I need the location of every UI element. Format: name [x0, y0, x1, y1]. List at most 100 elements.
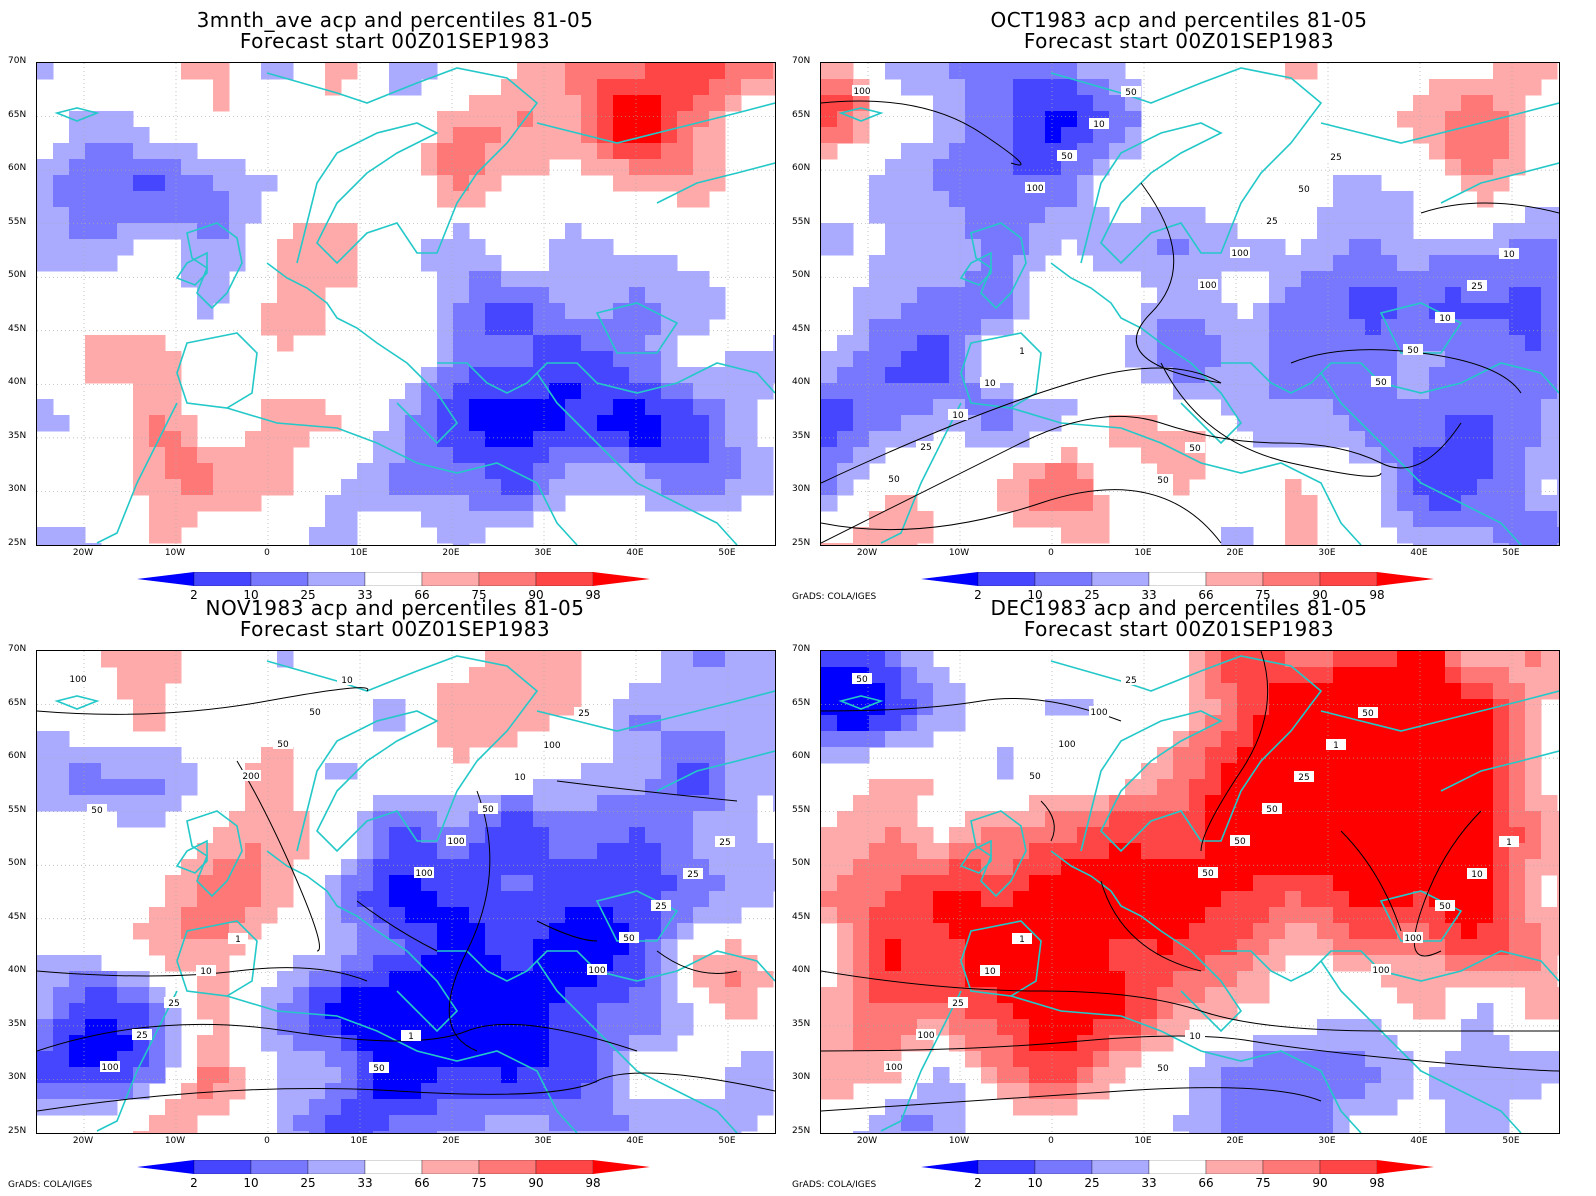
field-cell: [1349, 207, 1366, 224]
field-cell: [901, 651, 918, 668]
lon-tick-label: 20E: [1226, 548, 1244, 558]
field-cell: [837, 987, 854, 1004]
field-cell: [1013, 1003, 1030, 1020]
contour-label-bg: [916, 441, 936, 452]
field-cell: [1221, 1099, 1238, 1116]
field-cell: [165, 159, 182, 176]
field-cell: [149, 907, 166, 924]
field-cell: [1493, 543, 1510, 545]
field-cell: [1397, 699, 1414, 716]
coastline-path: [1379, 302, 1463, 354]
field-cell: [245, 827, 262, 844]
field-cell: [517, 1019, 534, 1036]
field-cell: [645, 367, 662, 384]
field-cell: [1493, 1131, 1510, 1133]
field-cell: [645, 827, 662, 844]
contour-label-bg: [948, 997, 968, 1008]
field-cell: [149, 923, 166, 940]
field-cell: [405, 907, 422, 924]
field-cell: [133, 795, 150, 812]
field-cell: [933, 159, 950, 176]
field-cell: [325, 955, 342, 972]
field-cell: [117, 111, 134, 128]
field-cell: [981, 431, 998, 448]
coastline-path: [970, 222, 1027, 310]
field-cell: [853, 463, 870, 480]
field-cell: [1413, 111, 1430, 128]
field-cell: [821, 731, 838, 748]
field-cell: [325, 511, 342, 528]
lat-tick-label: 40N: [792, 965, 811, 976]
field-cell: [165, 1019, 182, 1036]
field-cell: [1029, 255, 1046, 272]
contour-label-bg: [1185, 1030, 1205, 1041]
field-cell: [1541, 223, 1558, 240]
field-cell: [709, 79, 726, 96]
field-cell: [1381, 1067, 1398, 1084]
field-cell: [309, 415, 326, 432]
field-cell: [1557, 1067, 1559, 1084]
field-cell: [1381, 271, 1398, 288]
field-cell: [501, 715, 518, 732]
field-cell: [597, 111, 614, 128]
field-cell: [613, 795, 630, 812]
field-cell: [1173, 763, 1190, 780]
field-cell: [997, 891, 1014, 908]
field-cell: [213, 159, 230, 176]
contour-label: 25: [719, 838, 730, 848]
field-cell: [421, 1003, 438, 1020]
field-cell: [1381, 335, 1398, 352]
field-cell: [421, 511, 438, 528]
field-cell: [629, 79, 646, 96]
field-cell: [1285, 1067, 1302, 1084]
field-cell: [917, 383, 934, 400]
field-cell: [213, 955, 230, 972]
field-cell: [1317, 431, 1334, 448]
lon-tick-label: 10E: [1134, 548, 1152, 558]
field-cell: [837, 859, 854, 876]
field-cell: [853, 1003, 870, 1020]
field-cell: [1109, 1051, 1126, 1068]
field-cell: [837, 447, 854, 464]
colorbar-label: 2: [974, 588, 982, 602]
field-cell: [309, 1019, 326, 1036]
field-cell: [1317, 319, 1334, 336]
field-cell: [149, 715, 166, 732]
field-cell: [581, 479, 598, 496]
field-cell: [1141, 971, 1158, 988]
field-cell: [901, 667, 918, 684]
field-cell: [613, 843, 630, 860]
field-cell: [773, 63, 775, 80]
field-cell: [1493, 383, 1510, 400]
field-cell: [1333, 699, 1350, 716]
field-cell: [1029, 1035, 1046, 1052]
field-cell: [1093, 795, 1110, 812]
field-cell: [1365, 907, 1382, 924]
field-cell: [309, 1099, 326, 1116]
field-cell: [661, 763, 678, 780]
field-cell: [261, 827, 278, 844]
lat-tick-label: 40N: [8, 377, 27, 388]
field-cell: [565, 447, 582, 464]
field-cell: [549, 447, 566, 464]
field-cell: [661, 971, 678, 988]
field-cell: [581, 811, 598, 828]
field-cell: [661, 319, 678, 336]
field-cell: [213, 95, 230, 112]
field-cell: [1061, 479, 1078, 496]
field-cell: [1317, 239, 1334, 256]
field-cell: [1541, 843, 1558, 860]
coastline-path: [595, 890, 679, 942]
field-cell: [245, 463, 262, 480]
field-cell: [1029, 399, 1046, 416]
field-cell: [645, 843, 662, 860]
coastline-path: [1320, 960, 1522, 1133]
field-cell: [85, 191, 102, 208]
field-cell: [661, 907, 678, 924]
field-cell: [149, 683, 166, 700]
field-cell: [85, 1083, 102, 1100]
field-cell: [1109, 939, 1126, 956]
field-cell: [389, 495, 406, 512]
contour-label-bg: [241, 770, 261, 781]
field-cell: [1509, 811, 1526, 828]
